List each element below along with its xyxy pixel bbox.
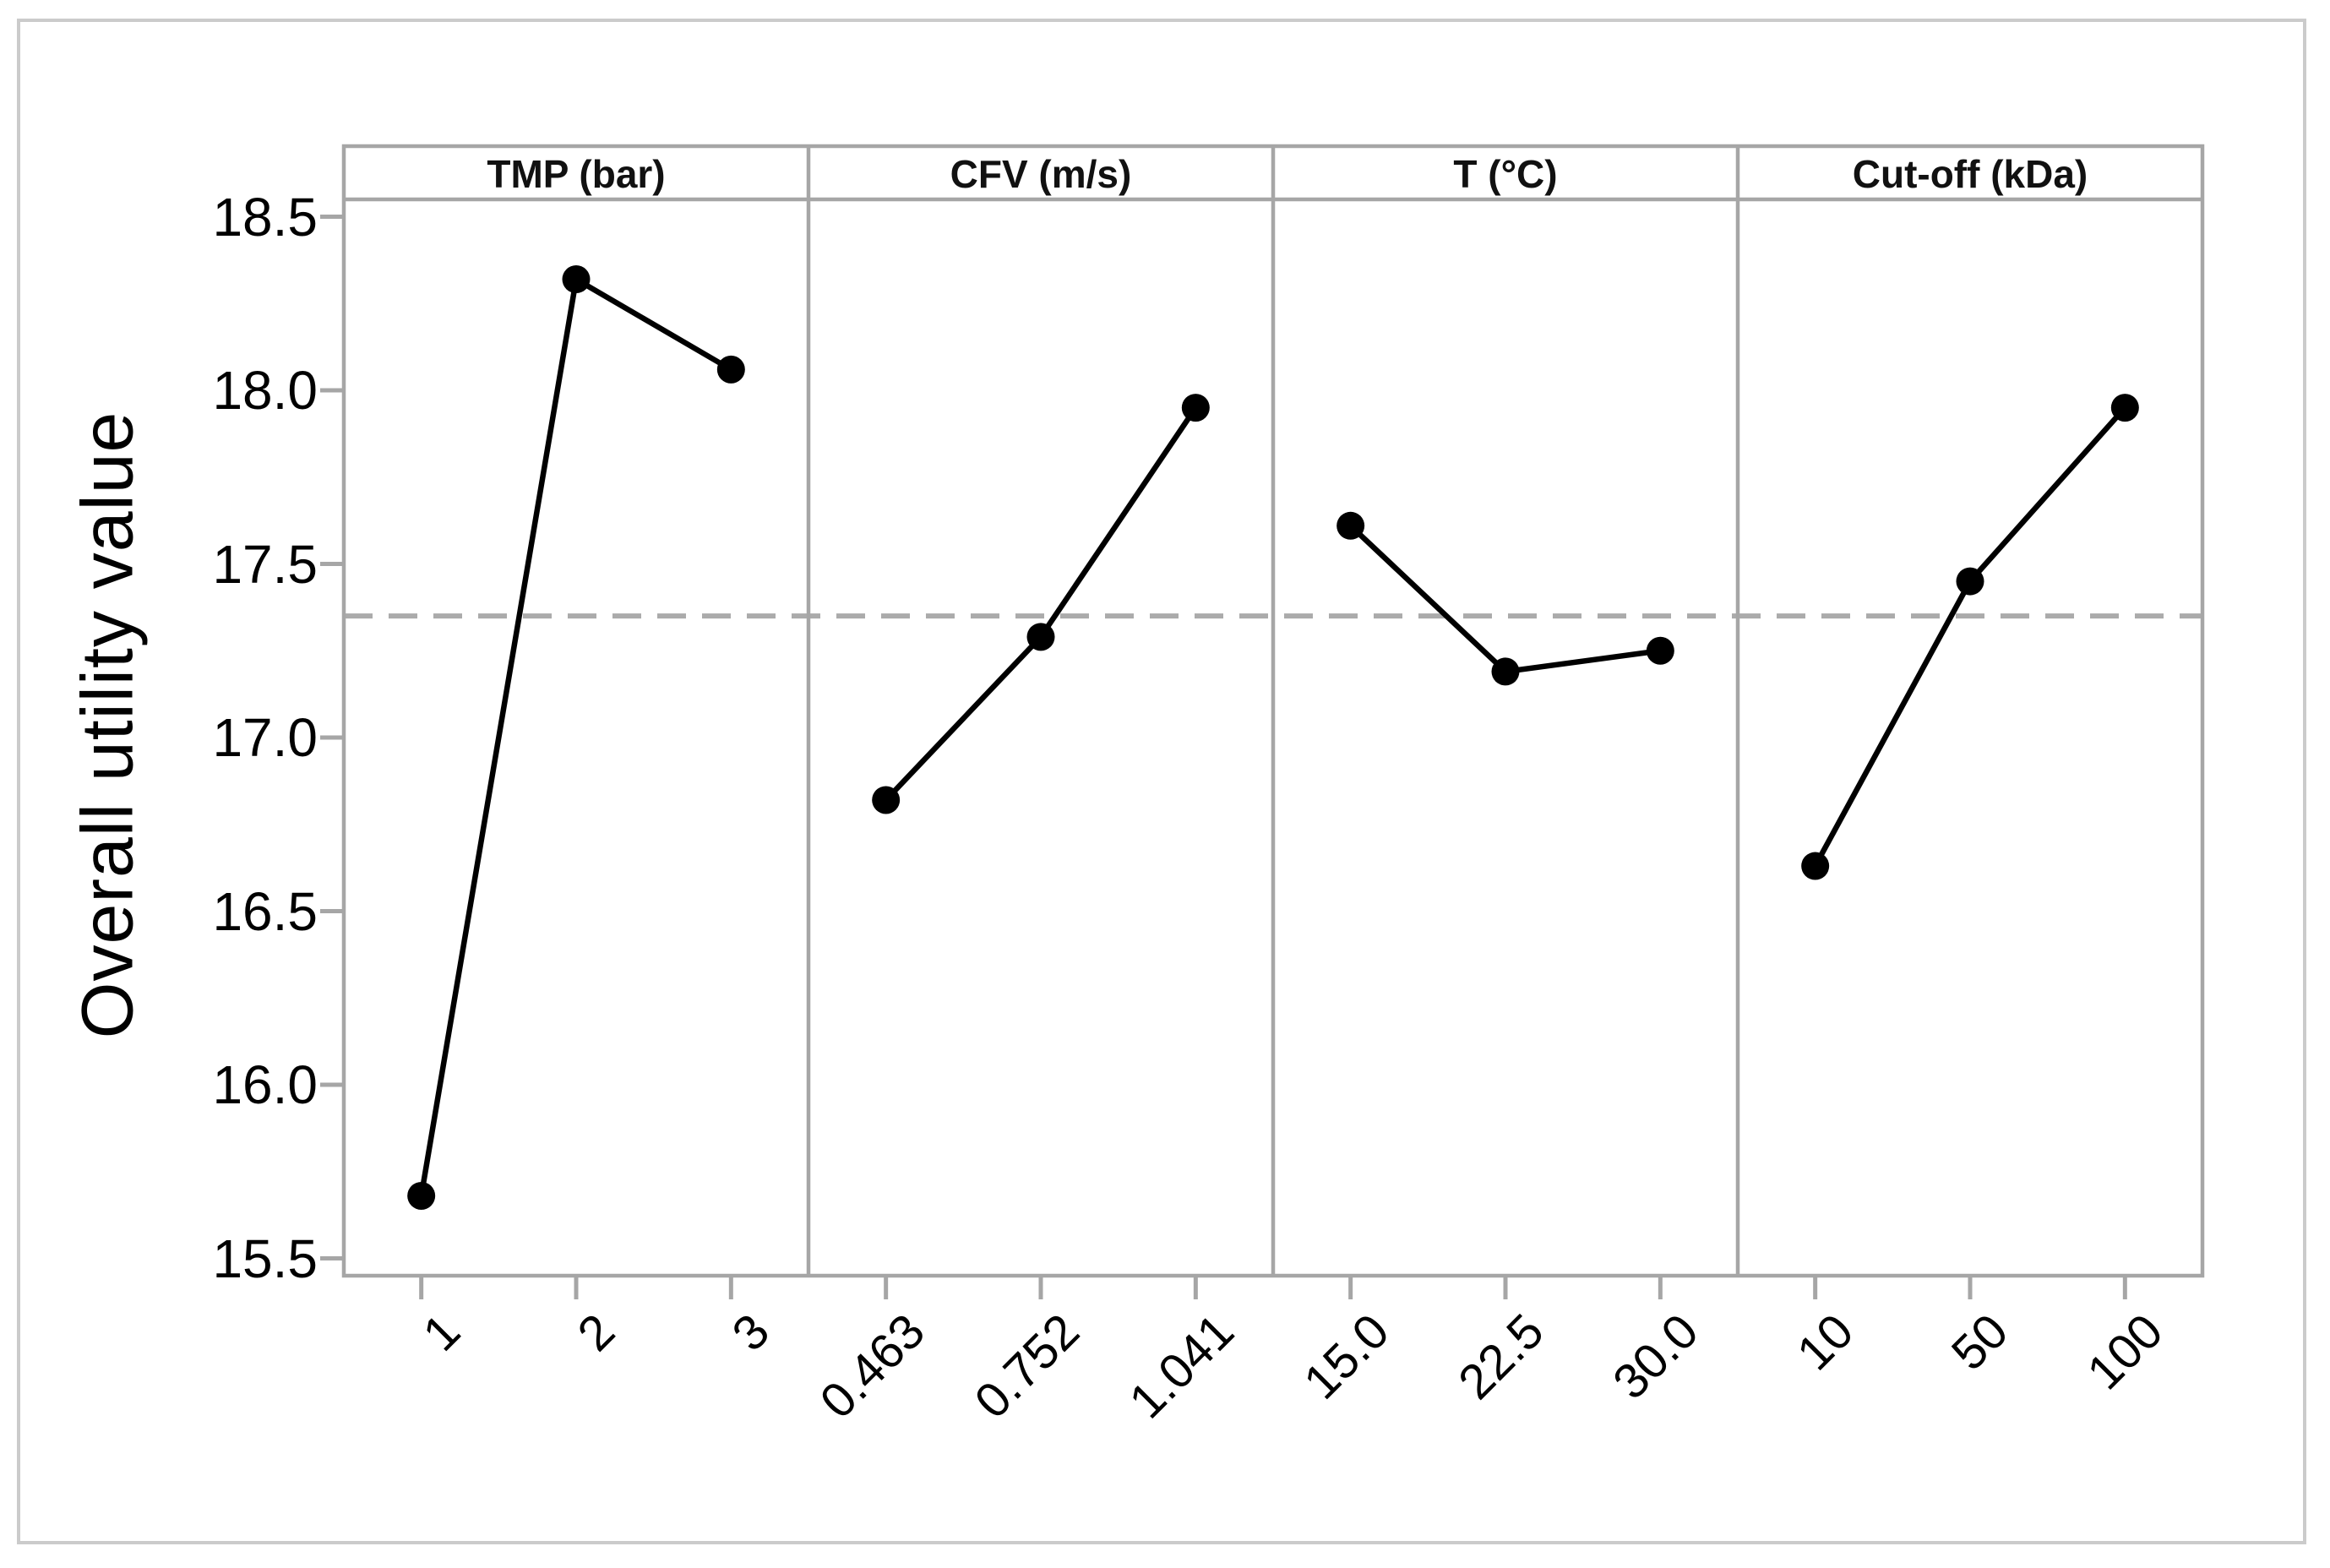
y-tick-label: 18.0 xyxy=(212,360,318,421)
figure-border xyxy=(17,19,2306,1544)
y-tick-label: 16.5 xyxy=(212,881,318,942)
panel-header-tmp: TMP (bar) xyxy=(487,152,666,196)
y-tick-label: 18.5 xyxy=(212,187,318,248)
y-tick-label: 17.5 xyxy=(212,534,318,595)
y-tick-label: 16.0 xyxy=(212,1054,318,1115)
panel-header-cutoff: Cut-off (kDa) xyxy=(1852,152,2088,196)
y-axis-title: Overall utility value xyxy=(67,411,149,1039)
panel-header-cfv: CFV (m/s) xyxy=(950,152,1132,196)
panel-header-t: T (°C) xyxy=(1453,152,1558,196)
y-tick-label: 15.5 xyxy=(212,1228,318,1289)
y-tick-label: 17.0 xyxy=(212,707,318,768)
